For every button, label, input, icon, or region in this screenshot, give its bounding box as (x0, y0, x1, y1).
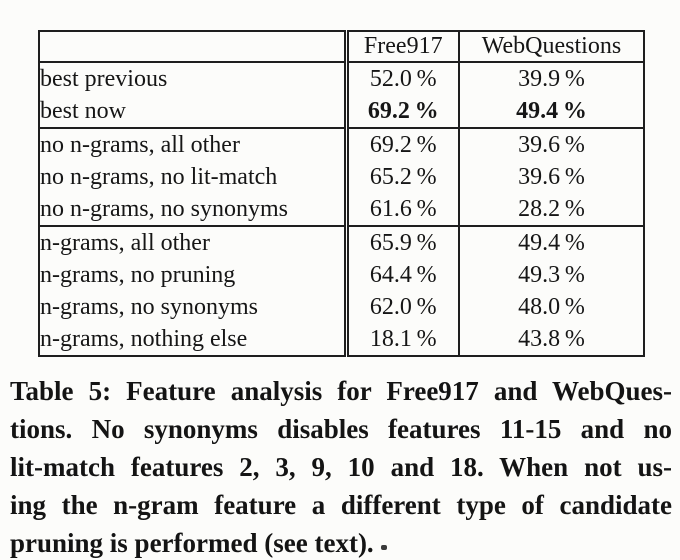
webquestions-value: 28.2 % (518, 195, 585, 222)
free917-value: 52.0 % (343, 62, 460, 95)
webquestions-value: 48.0 % (518, 293, 585, 320)
free917-value: 65.9 % (343, 225, 460, 259)
free917-value: 18.1 % (343, 323, 460, 356)
table-row: n-grams, no synonyms 62.0 % 48.0 % (39, 291, 644, 323)
free917-value: 65.2 % (343, 161, 460, 193)
row-label: n-grams, nothing else (40, 325, 248, 352)
webquestions-value: 43.8 % (518, 325, 585, 352)
table-row: n-grams, nothing else 18.1 % 43.8 % (39, 323, 644, 356)
header-free917: Free917 (343, 31, 460, 63)
free917-value: 62.0 % (343, 291, 460, 323)
table-row: no n-grams, all other 69.2 % 39.6 % (39, 127, 644, 161)
caption-line: Table 5: Feature analysis for Free917 an… (10, 376, 672, 406)
header-webquestions: WebQuestions (459, 31, 644, 63)
row-label: no n-grams, no synonyms (40, 195, 288, 222)
row-label: no n-grams, no lit-match (40, 163, 278, 190)
table-row: no n-grams, no synonyms 61.6 % 28.2 % (39, 193, 644, 226)
caption-line: tions. No synonyms disables features 11-… (10, 414, 672, 444)
table-row: best now 69.2 % 49.4 % (39, 95, 644, 128)
free917-value: 61.6 % (343, 193, 460, 226)
caption-line: ing the n-gram feature a different type … (10, 490, 672, 520)
free917-value: 69.2 % (343, 127, 460, 161)
row-label: n-grams, no synonyms (40, 293, 258, 320)
webquestions-value: 39.9 % (518, 65, 585, 92)
row-label: n-grams, all other (39, 225, 346, 259)
caption-line: pruning is performed (see text). (10, 528, 374, 558)
webquestions-value: 49.4 % (516, 97, 587, 124)
header-empty-cell (39, 31, 346, 63)
table-row: n-grams, no pruning 64.4 % 49.3 % (39, 259, 644, 291)
feature-analysis-table: Free917 WebQuestions best previous 52.0 … (38, 30, 645, 357)
webquestions-value: 39.6 % (518, 163, 585, 190)
row-label: best now (40, 97, 126, 124)
table-row: best previous 52.0 % 39.9 % (39, 62, 644, 95)
webquestions-value: 49.3 % (518, 261, 585, 288)
table-header-row: Free917 WebQuestions (39, 31, 644, 63)
row-label: n-grams, no pruning (40, 261, 236, 288)
webquestions-value: 49.4 % (459, 225, 644, 259)
table-row: no n-grams, no lit-match 65.2 % 39.6 % (39, 161, 644, 193)
caption-line: lit-match features 2, 3, 9, 10 and 18. W… (10, 452, 672, 482)
free917-value: 69.2 % (343, 95, 460, 128)
table-caption: Table 5: Feature analysis for Free917 an… (10, 372, 672, 560)
row-label: no n-grams, all other (39, 127, 346, 161)
webquestions-value: 39.6 % (459, 127, 644, 161)
row-label: best previous (40, 65, 168, 92)
table-row: n-grams, all other 65.9 % 49.4 % (39, 225, 644, 259)
free917-value: 64.4 % (343, 259, 460, 291)
scan-artifact-dot (381, 545, 387, 550)
